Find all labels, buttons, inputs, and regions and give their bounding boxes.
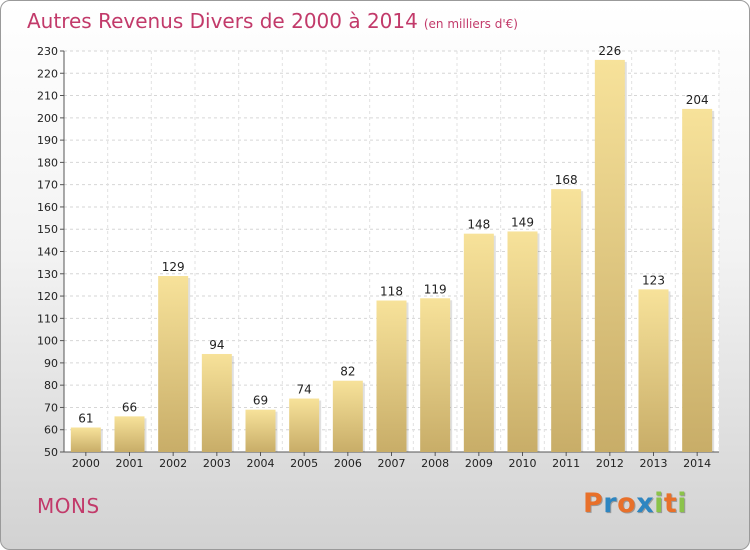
logo-letter: r (603, 488, 618, 519)
y-tick-label: 100 (37, 335, 58, 348)
bar-2008 (420, 298, 451, 452)
y-tick-label: 210 (37, 90, 58, 103)
bar-2012 (594, 59, 625, 453)
value-labels: 61 66 129 94 69 74 82 118 119 148 149 168 226 123 204 (78, 44, 708, 426)
city-name: MONS (37, 494, 100, 518)
value-label-2005: 74 (297, 383, 312, 397)
x-tick-label-2003: 2003 (203, 457, 231, 470)
y-tick-label: 180 (37, 156, 58, 169)
x-tick-label-2008: 2008 (421, 457, 449, 470)
chart-title: Autres Revenus Divers de 2000 à 2014 (en … (27, 9, 518, 33)
bar-2006 (332, 380, 363, 452)
value-label-2013: 123 (642, 273, 665, 287)
value-label-2012: 226 (598, 44, 621, 58)
bar-2013 (638, 289, 669, 452)
x-tick-label-2009: 2009 (465, 457, 493, 470)
bar-2009 (463, 233, 494, 452)
y-tick-label: 70 (44, 401, 58, 414)
bar-2010 (507, 231, 538, 452)
y-tick-label: 140 (37, 246, 58, 259)
y-tick-label: 150 (37, 223, 58, 236)
bars (70, 59, 715, 453)
logo-letter: t (663, 488, 678, 519)
chart-subtitle: (en milliers d'€) (423, 17, 518, 31)
x-tick-label-2013: 2013 (640, 457, 668, 470)
x-tick-label-2014: 2014 (683, 457, 711, 470)
y-tick-label: 120 (37, 290, 58, 303)
bar-2007 (376, 300, 407, 452)
x-tick-label-2002: 2002 (159, 457, 187, 470)
y-tick-label: 130 (37, 268, 58, 281)
value-label-2003: 94 (209, 338, 224, 352)
bar-2001 (114, 416, 145, 452)
bar-2005 (289, 398, 320, 452)
bar-2002 (158, 276, 189, 452)
y-tick-label: 220 (37, 67, 58, 80)
logo-letter: i (654, 488, 664, 519)
y-tick-label: 190 (37, 134, 58, 147)
logo-letter: x (636, 488, 655, 519)
logo-letter: P (583, 488, 604, 519)
bar-2003 (201, 353, 232, 452)
value-label-2006: 82 (340, 365, 355, 379)
y-tick-label: 90 (44, 357, 58, 370)
x-tick-label-2006: 2006 (334, 457, 362, 470)
y-tick-label: 200 (37, 112, 58, 125)
value-label-2008: 119 (424, 282, 447, 296)
x-tick-label-2004: 2004 (247, 457, 275, 470)
y-tick-label: 80 (44, 379, 58, 392)
x-tick-label-2000: 2000 (72, 457, 100, 470)
proxiti-logo[interactable]: Proxiti (583, 488, 687, 519)
y-tick-label: 170 (37, 179, 58, 192)
value-label-2009: 148 (467, 218, 490, 232)
x-tick-label-2005: 2005 (290, 457, 318, 470)
x-tick-label-2007: 2007 (378, 457, 406, 470)
logo-letter: i (677, 488, 688, 519)
x-tick-label-2011: 2011 (552, 457, 580, 470)
x-tick-label-2010: 2010 (509, 457, 537, 470)
value-label-2007: 118 (380, 285, 403, 299)
y-tick-label: 60 (44, 424, 58, 437)
value-label-2001: 66 (122, 400, 137, 414)
value-label-2002: 129 (162, 260, 185, 274)
y-tick-label: 50 (44, 446, 58, 459)
bar-2014 (682, 108, 713, 452)
bar-2004 (245, 409, 276, 452)
logo-letter: o (617, 488, 637, 519)
value-label-2010: 149 (511, 215, 534, 229)
x-tick-label-2012: 2012 (596, 457, 624, 470)
y-tick-label: 110 (37, 312, 58, 325)
bar-2000 (70, 427, 101, 452)
bar-2011 (551, 189, 582, 452)
x-tick-label-2001: 2001 (116, 457, 144, 470)
value-label-2011: 168 (555, 173, 578, 187)
value-label-2014: 204 (686, 93, 709, 107)
y-tick-label: 160 (37, 201, 58, 214)
chart-title-text: Autres Revenus Divers de 2000 à 2014 (27, 9, 418, 33)
y-tick-label: 230 (37, 45, 58, 58)
value-label-2000: 61 (78, 411, 93, 425)
value-label-2004: 69 (253, 394, 268, 408)
